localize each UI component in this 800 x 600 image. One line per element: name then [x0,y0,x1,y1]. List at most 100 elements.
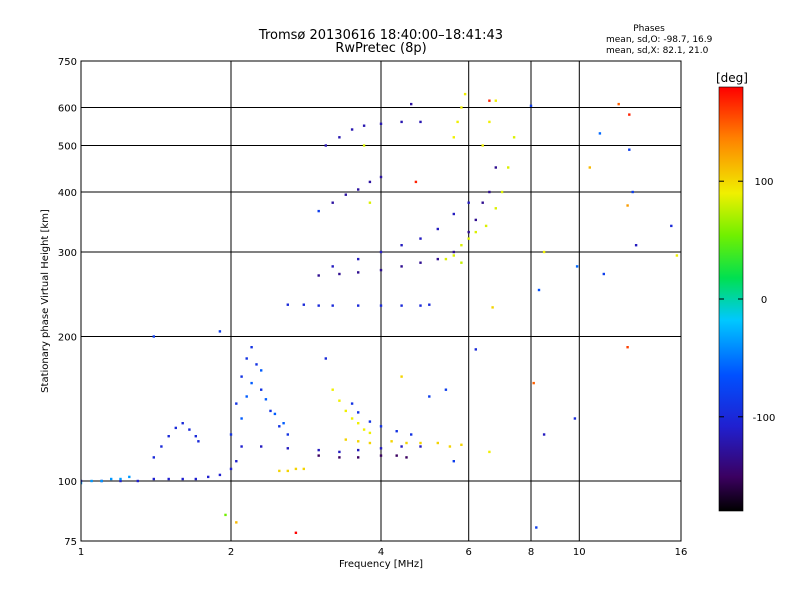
data-point [235,402,238,405]
data-point [428,395,431,398]
data-point [286,433,289,436]
data-point [436,227,439,231]
data-point [452,254,455,257]
data-point [474,348,477,351]
data-point [452,250,455,254]
data-point [400,304,403,307]
data-point [460,261,463,264]
data-point [160,445,163,448]
y-tick-label: 400 [58,188,77,199]
data-point [357,257,360,261]
data-point [460,106,463,109]
data-point [338,136,341,139]
data-point [119,477,122,481]
data-point [598,132,602,135]
data-point [379,304,383,307]
phase-info-heading: Phases [633,24,665,34]
data-point [368,441,372,445]
data-point [444,388,448,391]
x-tick-label: 10 [573,547,586,558]
data-points [81,92,679,534]
grid [81,61,681,541]
data-point [400,120,403,124]
data-point [542,433,546,436]
data-point [628,113,631,116]
x-tick-label: 2 [228,547,234,558]
data-point [152,335,155,338]
data-point [278,425,281,428]
data-point [362,144,366,147]
data-point [260,369,263,372]
data-point [218,330,222,333]
data-point [419,441,422,445]
data-point [235,460,238,463]
data-point [494,99,497,102]
data-point [207,475,210,479]
data-point [357,448,360,452]
colorbar-ticks: 100 0 -100 [719,177,775,424]
data-point [181,422,184,425]
data-point [494,166,497,169]
data-point [452,212,455,216]
data-point [362,428,366,431]
x-tick-label: 4 [378,547,384,558]
data-point [532,381,535,385]
data-point [444,257,448,261]
data-point [273,412,277,416]
data-point [350,402,354,405]
data-point [419,120,422,124]
phase-info-o: mean, sd,O: -98.7, 16.9 [606,35,713,45]
y-tick-label: 75 [64,537,77,548]
data-point [245,357,248,360]
data-point [286,447,289,450]
data-point [626,346,629,349]
data-point [302,303,305,306]
data-point [484,224,488,228]
y-tick-label: 600 [58,104,77,115]
data-point [250,346,253,349]
data-point [400,375,403,378]
data-point [260,388,263,391]
y-tick-label: 100 [58,477,77,488]
data-point [379,250,383,254]
data-point [537,288,541,292]
x-tick-label: 16 [675,547,688,558]
data-point [331,304,334,307]
data-point [481,144,484,147]
data-point [331,388,334,391]
data-point [631,190,634,194]
data-point [81,481,83,485]
data-point [463,92,467,96]
data-point [414,180,418,184]
data-point [317,209,320,213]
data-point [278,469,281,473]
title-block: Tromsø 20130616 18:40:00–18:41:43 RwPret… [258,28,503,56]
y-tick-label: 300 [58,248,77,259]
data-point [379,175,383,179]
data-point [357,188,360,191]
data-point [419,445,422,448]
data-point [467,201,470,204]
data-point [81,479,83,483]
data-point [350,417,354,420]
data-point [500,190,504,194]
data-point [428,303,431,306]
data-point [379,122,383,125]
data-point [575,265,579,268]
y-tick-label: 200 [58,333,77,344]
x-tick-label: 1 [78,547,84,558]
data-point [467,230,470,234]
chart-title: Tromsø 20130616 18:40:00–18:41:43 [258,28,503,43]
data-point [488,120,491,124]
data-point [379,447,383,450]
data-point [368,180,372,184]
data-point [331,265,334,268]
data-point [269,409,272,413]
data-point [410,102,413,106]
data-point [481,201,484,204]
data-point [379,268,383,272]
data-point [174,426,177,430]
data-point [357,440,360,443]
data-point [474,230,477,234]
data-point [419,237,422,240]
